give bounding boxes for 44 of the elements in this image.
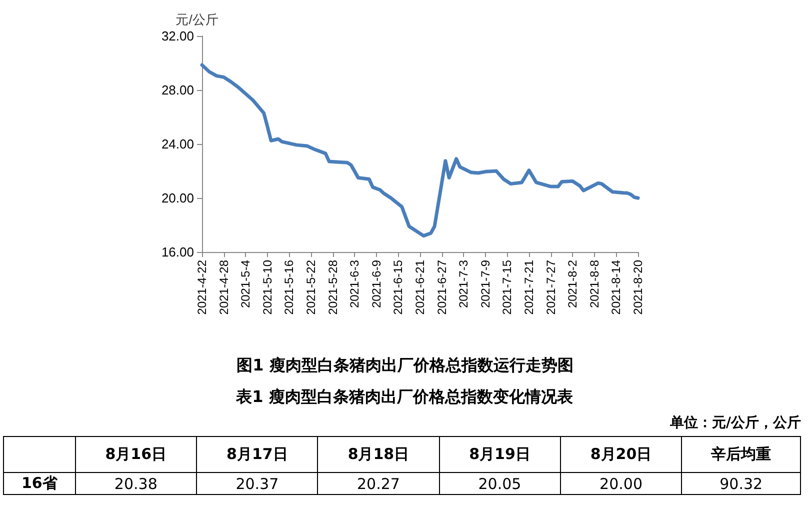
category-label: 8月18日 (318, 436, 440, 472)
category-label: 辛后均重 (682, 436, 800, 472)
x-tick-label: 2021-6-27 (434, 260, 449, 315)
x-tick-label: 2021-6-3 (348, 260, 362, 308)
category-label: 8月16日 (75, 436, 197, 472)
data-label: 20.38 (75, 472, 197, 494)
x-tick-label: 2021-8-8 (587, 260, 602, 308)
x-tick-label: 2021-6-21 (413, 260, 427, 315)
category-label: 8月19日 (439, 436, 560, 472)
data-label: 20.00 (560, 472, 682, 494)
text: 单位：元/公斤，公斤 (668, 414, 802, 433)
x-tick-label: 2021-7-3 (456, 260, 471, 308)
x-tick-label: 2021-4-22 (195, 260, 209, 315)
x-tick-label: 2021-8-14 (609, 260, 624, 315)
x-tick-label: 2021-5-10 (260, 260, 274, 315)
data-label: 20.27 (318, 472, 440, 494)
x-tick-label: 2021-7-9 (478, 260, 492, 308)
x-tick-label: 2021-5-16 (282, 260, 296, 315)
data-label: 20.37 (196, 472, 318, 494)
y-tick-label: 24.00 (161, 136, 194, 152)
text: 图1 瘦肉型白条猪肉出厂价格总指数运行走势图 (236, 356, 574, 374)
x-tick-label: 2021-8-20 (631, 260, 645, 315)
y-tick-label: 32.00 (161, 28, 194, 44)
y-tick-label: 16.00 (161, 244, 194, 260)
x-tick-label: 2021-7-15 (500, 260, 514, 315)
x-tick-label: 2021-5-22 (304, 260, 318, 315)
x-tick-label: 2021-6-9 (369, 260, 384, 308)
text: 表1 瘦肉型白条猪肉出厂价格总指数变化情况表 (235, 386, 574, 408)
x-tick-label: 2021-4-28 (216, 260, 231, 315)
data-label: 20.05 (439, 472, 560, 494)
category-label: 8月17日 (196, 436, 318, 472)
y-axis-title: 元/公斤 (176, 12, 218, 27)
x-tick-label: 2021-5-4 (238, 260, 253, 308)
data-label: 90.32 (682, 472, 800, 494)
x-tick-label: 2021-7-27 (544, 260, 558, 315)
y-tick-label: 28.00 (161, 82, 194, 98)
legend-label: 16省 (4, 472, 76, 494)
y-tick-label: 20.00 (161, 190, 194, 206)
x-tick-label: 2021-5-28 (326, 260, 340, 315)
category-label: 8月20日 (560, 436, 682, 472)
x-tick-label: 2021-7-21 (522, 260, 536, 315)
line-series (200, 63, 640, 238)
x-tick-label: 2021-6-15 (391, 260, 406, 315)
x-tick-label: 2021-8-2 (566, 260, 580, 308)
